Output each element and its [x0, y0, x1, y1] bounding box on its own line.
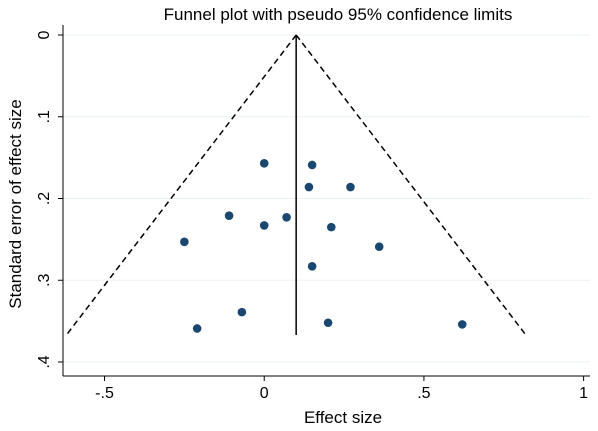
y-tick-label: .1: [36, 110, 53, 123]
x-axis-title: Effect size: [304, 408, 382, 427]
axes: [62, 25, 590, 377]
chart-title: Funnel plot with pseudo 95% confidence l…: [164, 5, 513, 24]
study-point: [323, 318, 333, 328]
y-axis-title: Standard error of effect size: [6, 99, 25, 308]
study-point: [307, 160, 317, 170]
ci-left-line: [65, 34, 297, 336]
y-tick-label: .3: [36, 273, 53, 286]
study-point: [259, 221, 269, 230]
study-point: [304, 182, 314, 192]
study-point: [307, 262, 317, 271]
study-point: [224, 211, 234, 220]
ci-right-line: [295, 34, 527, 336]
y-tick-label: 0: [36, 30, 53, 39]
study-point: [374, 242, 384, 252]
axis-ticks: 0 .1 .2 .3 .4 -.5 0 .5 1: [36, 30, 588, 402]
x-tick-label: 0: [260, 385, 269, 402]
x-tick-label: .5: [417, 385, 430, 402]
study-point: [346, 182, 355, 192]
grid-lines: [63, 34, 590, 363]
y-tick-label: .4: [36, 355, 53, 368]
study-point: [237, 307, 247, 317]
study-point: [180, 237, 189, 247]
study-point: [282, 213, 291, 222]
y-tick-label: .2: [36, 192, 53, 205]
study-point: [259, 159, 269, 168]
study-points: [180, 159, 467, 333]
x-tick-label: 1: [579, 385, 588, 402]
study-point: [457, 320, 467, 329]
study-point: [326, 222, 336, 232]
confidence-limits: [65, 34, 527, 336]
study-point: [192, 324, 202, 333]
x-tick-label: -.5: [95, 385, 114, 402]
